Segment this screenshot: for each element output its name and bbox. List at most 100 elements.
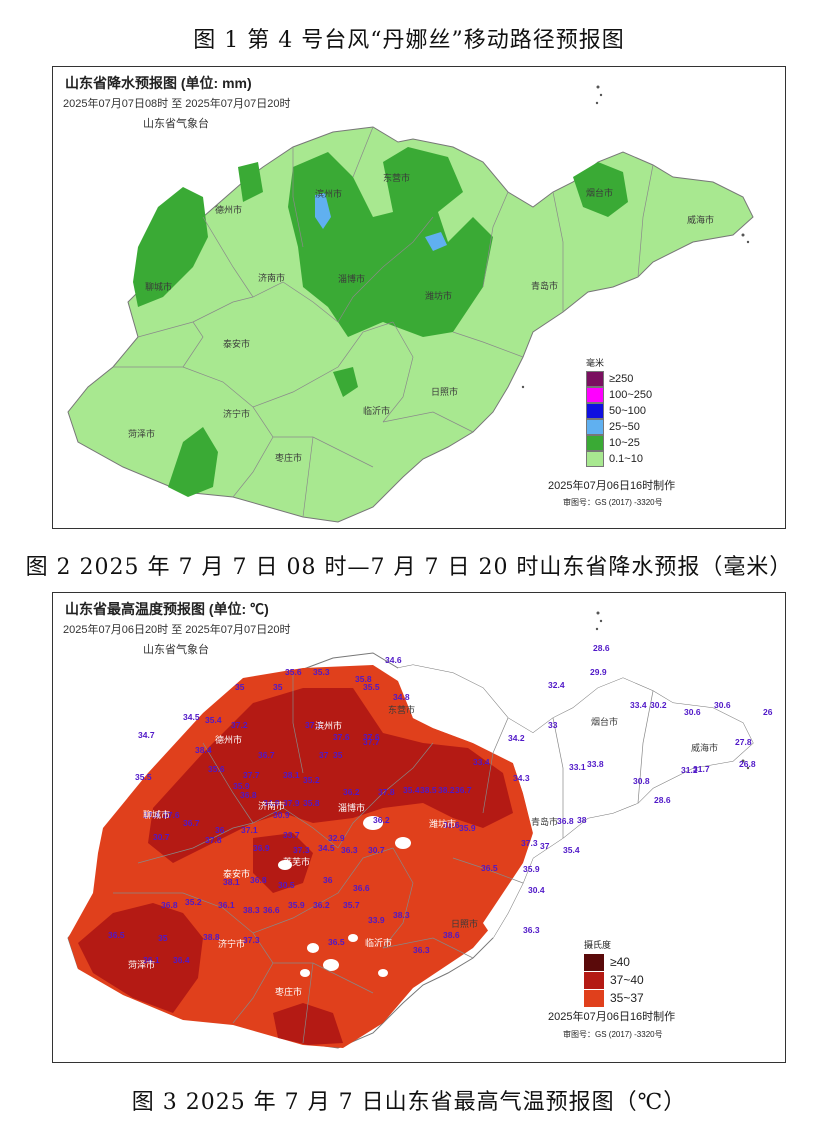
station-temperature-label: 36.4	[173, 955, 190, 965]
city-label: 烟台市	[591, 717, 619, 727]
station-temperature-label: 36.8	[240, 790, 257, 800]
station-temperature-label: 35.2	[303, 775, 320, 785]
station-temperature-label: 36	[323, 875, 333, 885]
city-label: 烟台市	[586, 188, 614, 198]
city-label: 潍坊市	[429, 819, 457, 829]
station-temperature-label: 38.5	[420, 785, 437, 795]
precipitation-review-number: 审图号：GS (2017) -3320号	[563, 498, 663, 507]
station-temperature-label: 38.3	[393, 910, 410, 920]
station-temperature-label: 32.9	[328, 833, 345, 843]
station-temperature-label: 33.8	[587, 759, 604, 769]
city-label: 菏泽市	[128, 960, 156, 970]
station-temperature-label: 38.1	[283, 770, 300, 780]
legend-swatch	[586, 371, 604, 387]
station-temperature-label: 36.3	[413, 945, 430, 955]
station-temperature-label: 33.4	[473, 757, 490, 767]
station-temperature-label: 37.6	[363, 732, 380, 742]
station-temperature-label: 37.8	[378, 787, 395, 797]
station-temperature-label: 30.6	[684, 707, 701, 717]
legend-swatch	[586, 435, 604, 451]
temperature-map: 34.628.632.429.935.6 35.335 3535.835.534.8…	[67, 611, 773, 1049]
temp-zone-37-40-south	[273, 1003, 343, 1045]
station-temperature-label: 37.3	[521, 838, 538, 848]
temp-zone-below-35-east	[398, 665, 753, 938]
station-temperature-label: 34.7	[138, 730, 155, 740]
temperature-map-agency: 山东省气象台	[143, 644, 209, 656]
city-label: 潍坊市	[425, 291, 453, 301]
legend-swatch	[586, 451, 604, 467]
city-label: 济宁市	[223, 409, 251, 419]
legend-label: 0.1~10	[609, 453, 643, 465]
station-temperature-label: 36.5	[328, 937, 345, 947]
station-temperature-label: 35.5	[135, 772, 152, 782]
station-temperature-label: 38.4	[195, 745, 212, 755]
city-label: 日照市	[451, 919, 479, 929]
admin-boundaries	[113, 126, 654, 518]
temperature-labels: 34.628.632.429.935.6 35.335 3535.835.534.8…	[108, 643, 773, 965]
precipitation-map-title: 山东省降水预报图 (单位: mm)	[65, 75, 252, 91]
station-temperature-label: 35.9	[523, 864, 540, 874]
legend-label: 37~40	[610, 973, 644, 987]
figure2-caption: 图 2 2025 年 7 月 7 日 08 时—7 月 7 日 20 时山东省降…	[25, 555, 793, 580]
station-temperature-label: 37.3	[293, 845, 310, 855]
city-label: 聊城市	[143, 810, 171, 820]
temperature-map-period: 2025年07月06日20时 至 2025年07月07日20时	[63, 624, 291, 636]
city-label: 济南市	[258, 273, 286, 283]
station-temperature-label: 30.5	[278, 880, 295, 890]
temperature-made-time: 2025年07月06日16时制作	[548, 1011, 676, 1023]
station-temperature-label: 35.8	[303, 798, 320, 808]
station-temperature-label: 29.9	[590, 667, 607, 677]
city-label: 青岛市	[531, 281, 559, 291]
legend-label: 10~25	[609, 437, 640, 449]
station-temperature-label: 35.6	[285, 667, 302, 677]
precipitation-legend: 毫米 ≥250 100~250 50~100 25~50 10~25 0.1~1…	[586, 356, 652, 467]
station-temperature-label: 36.5	[481, 863, 498, 873]
station-temperature-label: 33.7	[283, 830, 300, 840]
station-temperature-label: 37	[319, 750, 329, 760]
city-label: 东营市	[388, 705, 416, 715]
station-temperature-label: 26	[763, 707, 773, 717]
station-temperature-label: 33.1	[569, 762, 586, 772]
city-label: 枣庄市	[275, 453, 303, 463]
station-temperature-label: 35.5	[363, 682, 380, 692]
station-temperature-label: 35.8	[355, 674, 372, 684]
station-temperature-label: 35.2	[185, 897, 202, 907]
legend-label: 35~37	[610, 991, 644, 1005]
legend-swatch	[584, 971, 604, 989]
station-temperature-label: 37.6	[333, 732, 350, 742]
station-temperature-label: 32.4	[548, 680, 565, 690]
station-temperature-label: 35.9	[233, 781, 250, 791]
city-label: 滨州市	[315, 721, 343, 731]
station-temperature-label: 36.6	[263, 905, 280, 915]
station-temperature-label: 37.1	[241, 825, 258, 835]
station-temperature-label: 33	[548, 720, 558, 730]
city-label: 泰安市	[223, 339, 251, 349]
station-temperature-label: 37.2	[231, 720, 248, 730]
station-temperature-label: 35.9	[288, 900, 305, 910]
rain-zone-10-25-north	[288, 147, 493, 337]
station-temperature-label: 37.1	[305, 720, 322, 730]
city-label: 济宁市	[218, 939, 246, 949]
station-temperature-label: 38	[577, 815, 587, 825]
legend-unit: 毫米	[586, 358, 605, 368]
city-label: 枣庄市	[275, 987, 303, 997]
station-temperature-label: 36.7	[183, 818, 200, 828]
city-label: 临沂市	[363, 406, 391, 416]
station-temperature-label: 35.4	[563, 845, 580, 855]
precipitation-map-panel: 山东省降水预报图 (单位: mm) 2025年07月07日08时 至 2025年…	[52, 66, 786, 529]
rain-zone-10-25-center	[333, 367, 358, 397]
city-label: 青岛市	[531, 817, 559, 827]
legend-swatch	[586, 387, 604, 403]
city-label: 淄博市	[338, 274, 366, 284]
rain-zone-10-25-small	[238, 162, 263, 202]
station-temperature-label: 36.1	[143, 955, 160, 965]
legend-label: 25~50	[609, 421, 640, 433]
legend-swatch	[586, 403, 604, 419]
station-temperature-label: 34.5	[183, 712, 200, 722]
station-temperature-label: 36.5	[108, 930, 125, 940]
legend-label: ≥250	[609, 373, 634, 385]
station-temperature-label: 33.4	[630, 700, 647, 710]
station-temperature-label: 36.8	[161, 900, 178, 910]
temperature-map-title: 山东省最高温度预报图 (单位: ℃)	[65, 601, 269, 617]
station-temperature-label: 26.8	[739, 759, 756, 769]
